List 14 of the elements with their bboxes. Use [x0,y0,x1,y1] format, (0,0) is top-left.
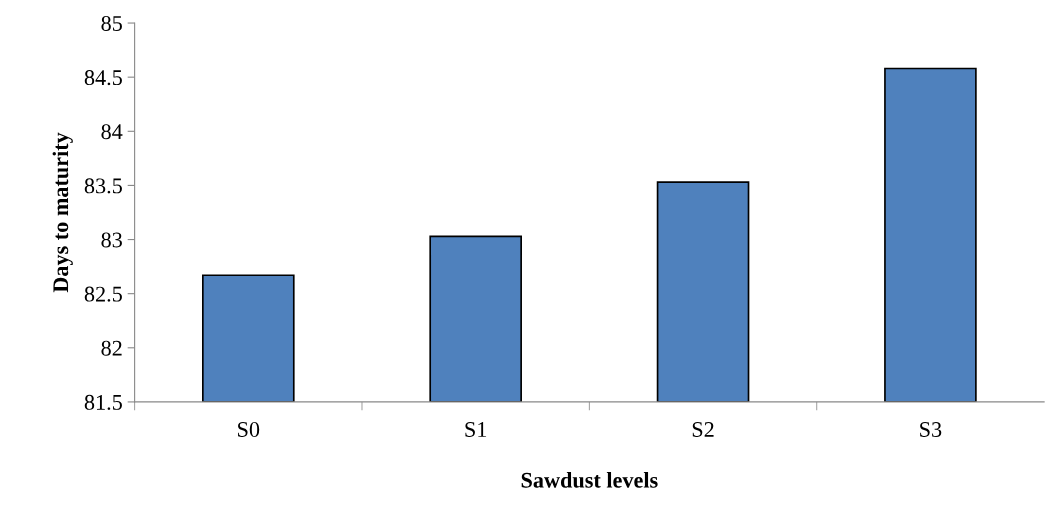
x-axis-title: Sawdust levels [521,472,658,488]
x-tick-label: S2 [692,422,714,437]
y-tick-label: 81.5 [84,394,122,410]
y-tick-label: 85 [101,15,122,31]
x-tick-label: S0 [238,422,260,437]
y-tick-label: 82.5 [84,286,122,302]
y-tick-label: 84.5 [84,70,122,86]
y-tick-label: 82 [101,340,122,356]
y-tick-label: 83 [101,232,122,248]
y-axis-title: Days to maturity [52,132,73,293]
y-tick-label: 84 [101,124,123,140]
x-tick-label: S1 [465,422,487,437]
x-tick-label: S3 [920,422,942,437]
y-tick-label: 83.5 [84,178,122,194]
